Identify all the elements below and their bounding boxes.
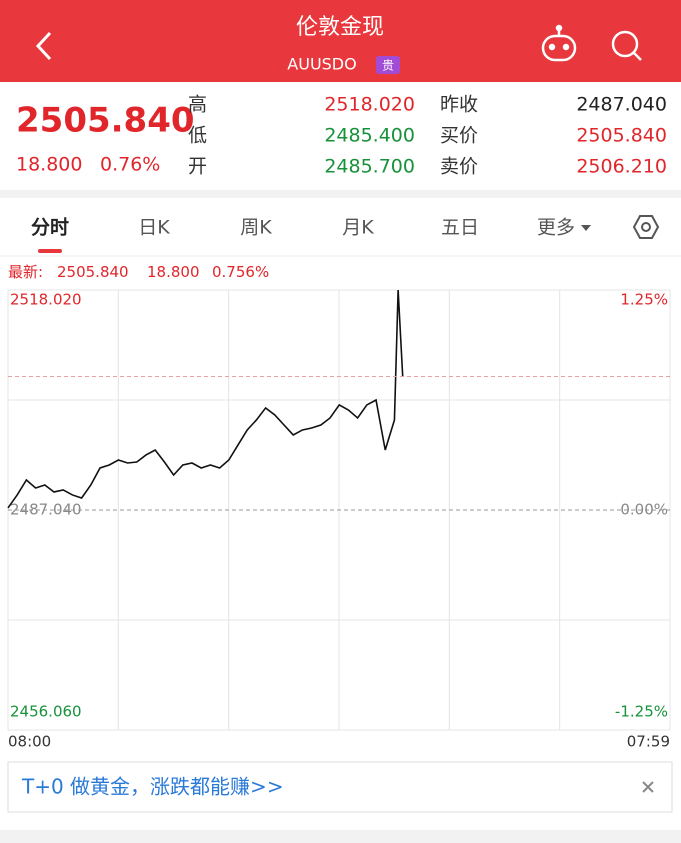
field-value: 2505.840 — [576, 125, 667, 147]
field-label: 开 — [188, 156, 207, 178]
last-price: 2505.840 — [16, 101, 195, 141]
badge-text: 贵 — [382, 59, 394, 73]
y-tick-label: 2518.020 — [10, 291, 82, 309]
badge — [376, 56, 400, 74]
field-label: 昨收 — [440, 94, 478, 116]
change-pct: 0.76% — [100, 154, 160, 176]
bottom-strip — [0, 830, 681, 843]
tab-indicator — [38, 249, 62, 253]
header-code: AUUSDO — [287, 55, 356, 74]
banner-text[interactable]: T+0 做黄金，涨跌都能赚>> — [21, 775, 284, 799]
separator — [0, 190, 681, 198]
dropdown-arrow — [581, 225, 591, 231]
field-label: 买价 — [440, 125, 478, 147]
field-label: 卖价 — [440, 156, 478, 178]
y2-tick-label: -1.25% — [615, 703, 668, 721]
tab[interactable]: 分时 — [31, 217, 69, 239]
search-icon[interactable] — [611, 30, 642, 61]
quote-fields: 高 2518.020 低 2485.400 开 2485.700 昨收 2487.040 买价 2… — [188, 94, 667, 178]
field-label: 高 — [188, 94, 207, 116]
back-button[interactable] — [35, 31, 52, 61]
settings-icon[interactable] — [632, 215, 660, 239]
header-bar — [0, 0, 681, 82]
tab[interactable]: 周K — [240, 217, 272, 239]
tab[interactable]: 日K — [138, 217, 170, 239]
tabs: 分时 日K 周K 月K 五日 更多 — [31, 217, 591, 239]
robot-icon[interactable] — [541, 24, 577, 62]
latest-label: 最新: — [8, 263, 43, 281]
field-value: 2518.020 — [324, 94, 415, 116]
price-line — [7, 289, 404, 509]
tab[interactable]: 更多 — [537, 217, 575, 239]
chart: 2456.0602487.0402518.020-1.25%0.00%1.25%… — [7, 289, 671, 751]
header-title: 伦敦金现 — [296, 15, 384, 40]
latest-change: 18.800 — [147, 263, 200, 281]
tab[interactable]: 五日 — [441, 217, 479, 239]
field-value: 2485.700 — [324, 156, 415, 178]
y2-tick-label: 1.25% — [620, 291, 668, 309]
field-value: 2485.400 — [324, 125, 415, 147]
latest-line: 最新: 2505.840 18.800 0.756% — [8, 263, 269, 281]
field-value: 2506.210 — [576, 156, 667, 178]
y2-tick-label: 0.00% — [620, 501, 668, 519]
x-tick-label: 08:00 — [8, 733, 51, 751]
latest-pct: 0.756% — [212, 263, 269, 281]
y-tick-label: 2456.060 — [10, 703, 82, 721]
tab[interactable]: 月K — [342, 217, 374, 239]
field-label: 低 — [188, 125, 207, 147]
change: 18.800 — [16, 154, 82, 176]
latest-price: 2505.840 — [57, 263, 129, 281]
close-banner[interactable] — [642, 781, 654, 793]
field-value: 2487.040 — [576, 94, 667, 116]
x-tick-label: 07:59 — [627, 733, 670, 751]
banner[interactable] — [7, 761, 673, 813]
